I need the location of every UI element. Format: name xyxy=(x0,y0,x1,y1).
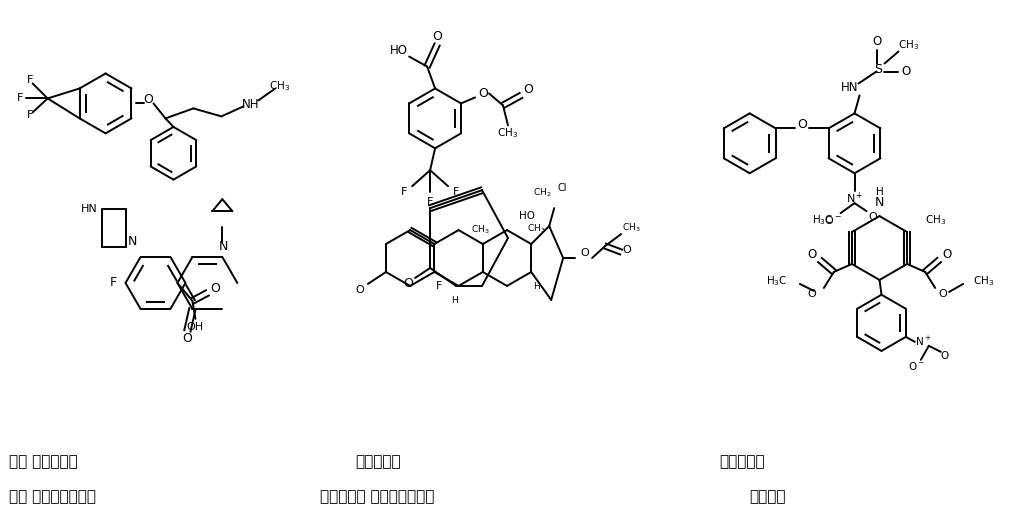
Text: N: N xyxy=(127,235,137,248)
Text: O: O xyxy=(939,289,948,299)
Text: O: O xyxy=(403,278,413,291)
Text: CH$_3$: CH$_3$ xyxy=(897,39,919,52)
Text: S: S xyxy=(875,63,882,76)
Text: O: O xyxy=(872,35,881,48)
Text: O: O xyxy=(211,282,220,295)
Text: CH$_3$: CH$_3$ xyxy=(472,224,490,236)
Text: N: N xyxy=(875,196,884,209)
Text: O: O xyxy=(943,248,952,261)
Text: Cl: Cl xyxy=(557,183,566,193)
Text: O: O xyxy=(478,87,488,100)
Text: H: H xyxy=(876,187,883,197)
Text: N$^+$: N$^+$ xyxy=(846,191,864,206)
Text: N: N xyxy=(219,239,228,253)
Text: H: H xyxy=(533,282,540,292)
Text: O: O xyxy=(523,83,533,96)
Text: O$^-$: O$^-$ xyxy=(909,360,925,372)
Text: O: O xyxy=(432,30,442,43)
Text: O: O xyxy=(941,351,949,361)
Text: O: O xyxy=(868,212,877,222)
Text: H: H xyxy=(451,296,457,306)
Text: CH$_3$: CH$_3$ xyxy=(974,274,994,288)
Text: 니메슬리드: 니메슬리드 xyxy=(720,454,766,469)
Text: 염산 플루옥세틴: 염산 플루옥세틴 xyxy=(8,454,77,469)
Text: H$_3$C: H$_3$C xyxy=(812,213,834,227)
Text: OH: OH xyxy=(187,322,204,332)
Text: O: O xyxy=(797,118,807,131)
Text: NH: NH xyxy=(242,98,259,111)
Text: 클로베타솔 프로피오네이트: 클로베타솔 프로피오네이트 xyxy=(321,490,435,505)
Text: O: O xyxy=(902,65,911,78)
Text: CH$_2$: CH$_2$ xyxy=(533,187,551,199)
Text: O: O xyxy=(808,289,816,299)
Text: CH$_3$: CH$_3$ xyxy=(268,80,290,93)
Text: F: F xyxy=(427,197,433,207)
Text: HO: HO xyxy=(391,44,408,57)
Text: O: O xyxy=(807,248,816,261)
Text: F: F xyxy=(27,76,33,85)
Text: F: F xyxy=(401,187,407,197)
Text: N$^+$: N$^+$ xyxy=(915,335,931,349)
Text: O: O xyxy=(356,285,364,295)
Text: O: O xyxy=(623,245,631,255)
Text: HO: HO xyxy=(519,211,536,221)
Text: HN: HN xyxy=(81,204,98,214)
Text: CH$_3$: CH$_3$ xyxy=(622,222,640,234)
Text: O: O xyxy=(182,332,192,346)
Text: 염산 씨프로플록사신: 염산 씨프로플록사신 xyxy=(8,490,96,505)
Text: O: O xyxy=(581,248,589,258)
Text: 니페디핀: 니페디핀 xyxy=(749,490,786,505)
Text: HN: HN xyxy=(841,81,858,94)
Text: H$_3$C: H$_3$C xyxy=(766,274,787,288)
Text: F: F xyxy=(27,110,33,120)
Text: F: F xyxy=(110,277,117,290)
Text: CH$_3$: CH$_3$ xyxy=(498,126,518,140)
Text: O$^-$: O$^-$ xyxy=(823,214,842,226)
Text: F: F xyxy=(453,187,460,197)
Text: 트리플루살: 트리플루살 xyxy=(356,454,401,469)
Text: F: F xyxy=(16,93,23,104)
Text: F: F xyxy=(436,281,442,291)
Text: O: O xyxy=(144,93,153,106)
Text: CH$_3$: CH$_3$ xyxy=(527,223,546,235)
Text: CH$_3$: CH$_3$ xyxy=(925,213,947,227)
